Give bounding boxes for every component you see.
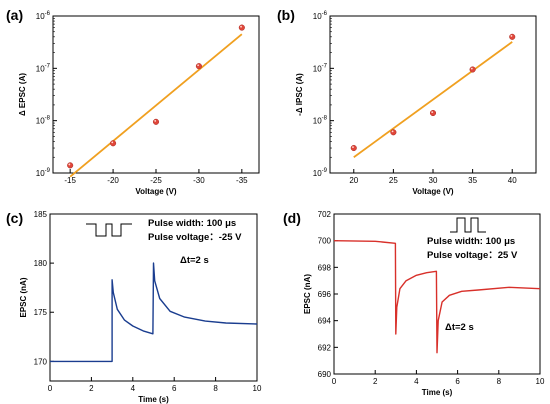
- x-tick-label: 20: [349, 176, 358, 185]
- pulse-width-annotation-c: Pulse width: 100 μs: [148, 218, 236, 229]
- data-point: [509, 33, 516, 40]
- x-tick-label: 2: [89, 384, 94, 393]
- y-tick-label: 696: [318, 290, 332, 299]
- panel-d-label: (d): [283, 210, 301, 226]
- y-tick-label: 694: [318, 317, 332, 326]
- x-tick-label: 4: [414, 377, 419, 386]
- data-point-highlight: [431, 111, 434, 114]
- y-tick-label: 10-8: [313, 116, 328, 126]
- panel-d-chart: 0 2 4 6 8 10 690 692 694 696 698 700 702 Time (s) EPSC…: [303, 210, 545, 397]
- y-tick-label: 10-6: [313, 11, 328, 21]
- y-axis-label: EPSC (nA): [303, 274, 312, 314]
- fit-line: [353, 41, 513, 158]
- x-tick-label: 30: [429, 176, 438, 185]
- data-point-highlight: [197, 64, 200, 67]
- x-tick-label: 4: [131, 384, 136, 393]
- x-axis-label: Voltage (V): [412, 187, 454, 196]
- y-axis-label: -Δ IPSC (A): [295, 73, 304, 116]
- data-point: [152, 118, 160, 125]
- x-tick-label: -15: [64, 176, 76, 185]
- x-tick-label: -35: [236, 176, 248, 185]
- data-point-highlight: [240, 25, 242, 28]
- x-axis-label: Voltage (V): [135, 187, 177, 196]
- plot-frame: [329, 15, 537, 174]
- y-tick-label: 185: [34, 210, 48, 219]
- panel-b-chart: 20 25 30 35 40 10-9 10-8 10-7 10-6 Voltage (V) -Δ …: [295, 11, 537, 196]
- pulse-voltage-annotation-d: Pulse voltage：25 V: [427, 250, 518, 261]
- y-tick-label: 10-8: [36, 116, 51, 126]
- x-tick-label: 25: [389, 176, 398, 185]
- delta-t-annotation-d: Δt=2 s: [445, 322, 474, 333]
- y-tick-label: 692: [318, 343, 332, 352]
- data-point: [469, 66, 476, 73]
- panel-a-chart: -15 -20 -25 -30 -35 10-9 10-8 10-7 10-6 Voltage (…: [18, 11, 260, 196]
- x-tick-label: 35: [468, 176, 477, 185]
- x-tick-label: -20: [107, 176, 119, 185]
- data-point-highlight: [68, 163, 71, 166]
- y-tick-label: 702: [318, 210, 332, 219]
- x-tick-label: 40: [508, 176, 517, 185]
- pulse-voltage-annotation-c: Pulse voltage：-25 V: [148, 232, 242, 243]
- y-tick-label: 10-7: [36, 63, 51, 73]
- y-axis-label: Δ EPSC (A): [18, 73, 27, 116]
- y-tick-label: 10-9: [313, 168, 328, 178]
- x-tick-label: 8: [497, 377, 502, 386]
- data-point: [429, 109, 437, 117]
- x-tick-label: 0: [332, 377, 337, 386]
- x-tick-label: 10: [253, 384, 262, 393]
- data-point: [238, 24, 245, 31]
- series-line: [333, 240, 541, 354]
- panel-a-label: (a): [6, 7, 23, 23]
- data-point: [195, 63, 202, 70]
- x-tick-label: 6: [172, 384, 177, 393]
- plot-frame: [52, 15, 260, 174]
- x-tick-label: 10: [536, 377, 545, 386]
- y-axis-label: EPSC (nA): [19, 277, 28, 317]
- data-point: [110, 140, 117, 147]
- panel-c-chart: 0 2 4 6 8 10 170 175 180 185 Time (s) EPSC (nA): [19, 210, 262, 404]
- data-point-highlight: [352, 146, 354, 149]
- pulse-train-icon-c: [86, 223, 132, 237]
- x-tick-label: 0: [48, 384, 53, 393]
- panel-c-label: (c): [6, 210, 23, 226]
- x-axis-label: Time (s): [422, 388, 453, 397]
- plot-frame: [49, 213, 258, 382]
- data-point-highlight: [154, 120, 157, 122]
- x-tick-label: -25: [150, 176, 162, 185]
- data-point-highlight: [111, 141, 114, 144]
- data-point-highlight: [470, 67, 473, 70]
- data-point: [67, 162, 74, 169]
- data-point: [390, 129, 397, 136]
- x-axis-label: Time (s): [138, 395, 169, 404]
- y-tick-label: 10-7: [313, 63, 328, 73]
- y-tick-label: 180: [34, 259, 48, 268]
- pulse-train-icon-d: [450, 217, 486, 233]
- y-tick-label: 700: [318, 237, 332, 246]
- y-tick-label: 10-9: [36, 168, 51, 178]
- x-tick-label: -30: [193, 176, 205, 185]
- fit-line: [69, 33, 243, 178]
- series-line: [50, 262, 258, 363]
- x-tick-label: 6: [455, 377, 460, 386]
- pulse-width-annotation-d: Pulse width: 100 μs: [427, 236, 515, 247]
- data-point-highlight: [391, 130, 394, 133]
- data-point-highlight: [510, 35, 513, 37]
- y-tick-label: 10-6: [36, 11, 51, 21]
- delta-t-annotation-c: Δt=2 s: [180, 255, 209, 266]
- y-tick-label: 175: [34, 308, 48, 317]
- panel-b-label: (b): [277, 7, 295, 23]
- y-tick-label: 698: [318, 263, 332, 272]
- y-tick-label: 690: [318, 370, 332, 379]
- data-point: [350, 144, 357, 152]
- x-tick-label: 8: [213, 384, 218, 393]
- x-tick-label: 2: [373, 377, 378, 386]
- y-tick-label: 170: [34, 357, 48, 366]
